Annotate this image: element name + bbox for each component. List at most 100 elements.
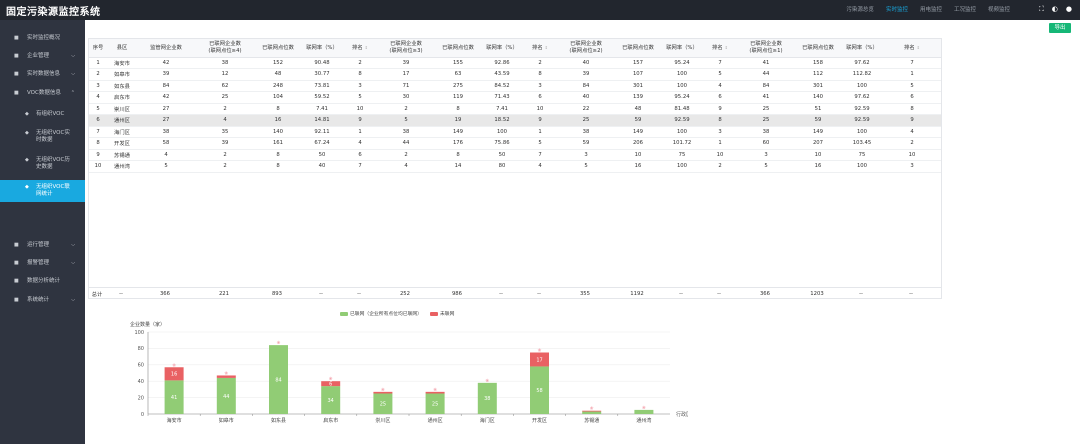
table-cell: 5: [137, 160, 195, 173]
table-cell: 155: [435, 57, 481, 69]
table-cell: 8: [523, 68, 557, 81]
sort-icon[interactable]: ⇕: [916, 44, 920, 50]
table-cell: 92.11: [301, 126, 343, 138]
sidebar-item[interactable]: ◆ 无组织VOC历史数据: [0, 153, 85, 175]
legend-item[interactable]: 未联网: [429, 310, 454, 317]
table-cell: 5: [737, 160, 795, 173]
table-cell: 1: [523, 126, 557, 138]
table-row[interactable]: 10 通州湾 5 2 8 40 7 4 14 80 4 5 16 100 2 5 16 100 3: [89, 160, 941, 173]
bar-value-label: 38: [484, 396, 490, 402]
table-row[interactable]: 6 通州区 27 4 16 14.81 9 5 19 18.52 9 25 59 92.59 8 25 59 92…: [89, 114, 941, 127]
table-cell: 8: [255, 160, 301, 173]
table-cell: 4: [883, 126, 941, 138]
table-cell: 7.41: [301, 103, 343, 115]
x-tick-label: 海安市: [167, 417, 182, 424]
table-cell: 8: [883, 103, 941, 115]
sort-icon[interactable]: ⇕: [364, 44, 368, 50]
table-cell: 119: [435, 91, 481, 104]
export-button[interactable]: 导出: [1049, 23, 1071, 33]
table-cell: 10: [523, 103, 557, 115]
legend-item[interactable]: 已联网（企业所有点位均已联网）: [340, 310, 422, 317]
table-cell: 39: [137, 68, 195, 81]
table-cell: 71.43: [481, 91, 523, 104]
table-header[interactable]: 排名 ⇕: [703, 39, 737, 58]
x-tick-label: 通州区: [428, 417, 443, 424]
sidebar-item[interactable]: ◆ 无组织VOC实时数据: [0, 126, 85, 148]
table-cell: 149: [435, 126, 481, 138]
table-cell: 41: [737, 57, 795, 69]
chart-legend: 已联网（企业所有点位均已联网） 未联网: [340, 310, 454, 317]
table-cell: 95.24: [661, 91, 703, 104]
table-header: 已联网点位数: [615, 39, 661, 58]
chevron-icon: ⌃: [70, 90, 75, 96]
table-cell: 100: [661, 126, 703, 138]
sort-icon[interactable]: ⇕: [724, 44, 728, 50]
table-row[interactable]: 9 苏锡通 4 2 8 50 6 2 8 50 7 3 10 75 10 3 10 75 10: [89, 149, 941, 161]
sidebar-item[interactable]: ■ 报警管理 ⌵: [0, 256, 85, 270]
table-cell: 59: [795, 114, 841, 127]
table-cell: 38: [195, 57, 255, 69]
sidebar-item[interactable]: ■ 数据分析统计: [0, 274, 85, 288]
table-cell: 海门区: [107, 126, 137, 138]
sidebar-item[interactable]: ■ 系统统计 ⌵: [0, 293, 85, 307]
total-marker-icon: ❀: [433, 387, 437, 393]
totals-cell: --: [537, 290, 541, 297]
table-cell: 25: [737, 103, 795, 115]
sidebar-item[interactable]: ■ 运行管理 ⌵: [0, 238, 85, 252]
table-cell: 63: [435, 68, 481, 81]
table-row[interactable]: 2 如皋市 39 12 48 30.77 8 17 63 43.59 8 39 107 100 5 44 112…: [89, 68, 941, 81]
totals-cell: 893: [271, 290, 283, 297]
table-row[interactable]: 5 崇川区 27 2 8 7.41 10 2 8 7.41 10 22 48 81.48 9 25 51 92.5…: [89, 103, 941, 115]
top-nav-item[interactable]: 实时监控: [885, 7, 908, 13]
sidebar-item[interactable]: ◆ 有组织VOC: [0, 107, 85, 121]
sidebar-item-label: 无组织VOC历史数据: [36, 157, 70, 170]
table-cell: 104: [255, 91, 301, 104]
table-row[interactable]: 8 开发区 58 39 161 67.24 4 44 176 75.86 5 59 206 101.72 1…: [89, 137, 941, 150]
table-cell: 73.81: [301, 80, 343, 92]
table-header[interactable]: 排名 ⇕: [343, 39, 377, 58]
table-cell: 27: [137, 114, 195, 127]
user-icon[interactable]: ●: [1065, 5, 1072, 13]
table-cell: 苏锡通: [107, 149, 137, 161]
sidebar: ■ 实时监控概况 ■ 企业管理 ⌵ ■ 实时数据信息 ⌵ ■ VOC数据信息 ⌃ ◆ 有组织VOC ◆ 无组…: [0, 20, 85, 444]
table-cell: 9: [523, 114, 557, 127]
sidebar-item-label: 数据分析统计: [27, 278, 61, 284]
sidebar-item[interactable]: ■ 企业管理 ⌵: [0, 49, 85, 63]
sidebar-item[interactable]: ■ 实时数据信息 ⌵: [0, 67, 85, 81]
y-tick-label: 100: [134, 330, 144, 336]
table-cell: 8: [89, 137, 107, 150]
table-row[interactable]: 3 如东县 84 62 248 73.81 3 71 275 84.52 3 84 301 100 4 84 3…: [89, 80, 941, 92]
table-cell: 5: [557, 160, 615, 173]
sidebar-item-label: 无组织VOC联网统计: [36, 184, 70, 197]
sidebar-item[interactable]: ◆ 无组织VOC联网统计: [0, 180, 85, 202]
table-row[interactable]: 4 启东市 42 25 104 59.52 5 30 119 71.43 6 40 139 95.24 6 4…: [89, 91, 941, 104]
top-nav-item[interactable]: 用电监控: [919, 7, 942, 13]
bar-value-label: 58: [536, 388, 542, 394]
table-cell: 2: [703, 160, 737, 173]
table-cell: 90.48: [301, 57, 343, 69]
table-row[interactable]: 7 海门区 38 35 140 92.11 1 38 149 100 1 38 149 100 3 38 149…: [89, 126, 941, 138]
top-nav-item[interactable]: 污染源总览: [846, 7, 874, 13]
sidebar-item[interactable]: ■ VOC数据信息 ⌃: [0, 86, 85, 100]
totals-cell: 355: [579, 290, 591, 297]
sort-icon[interactable]: ⇕: [544, 44, 548, 50]
top-nav-item[interactable]: 工况监控: [953, 7, 976, 13]
table-cell: 39: [557, 68, 615, 81]
table-header: 联网率（%）: [661, 39, 703, 58]
table-header[interactable]: 排名 ⇕: [883, 39, 941, 58]
totals-cell: --: [357, 290, 361, 297]
table-cell: 44: [737, 68, 795, 81]
table-header[interactable]: 排名 ⇕: [523, 39, 557, 58]
fullscreen-icon[interactable]: ⛶: [1038, 5, 1044, 13]
table-row[interactable]: 1 海安市 42 38 152 90.48 2 39 155 92.86 2 40 157 95.24 7 4…: [89, 57, 941, 69]
table-cell: 84: [737, 80, 795, 92]
top-nav-item[interactable]: 视频监控: [987, 7, 1010, 13]
table-cell: 8: [255, 149, 301, 161]
table-cell: 92.59: [661, 114, 703, 127]
table-cell: 4: [703, 80, 737, 92]
sidebar-item[interactable]: ■ 实时监控概况: [0, 31, 85, 45]
theme-icon[interactable]: ◐: [1051, 5, 1058, 13]
table-header: 已联网企业数 (联网点位≥2): [557, 39, 615, 58]
table-cell: 3: [883, 160, 941, 173]
table-cell: 8: [343, 68, 377, 81]
